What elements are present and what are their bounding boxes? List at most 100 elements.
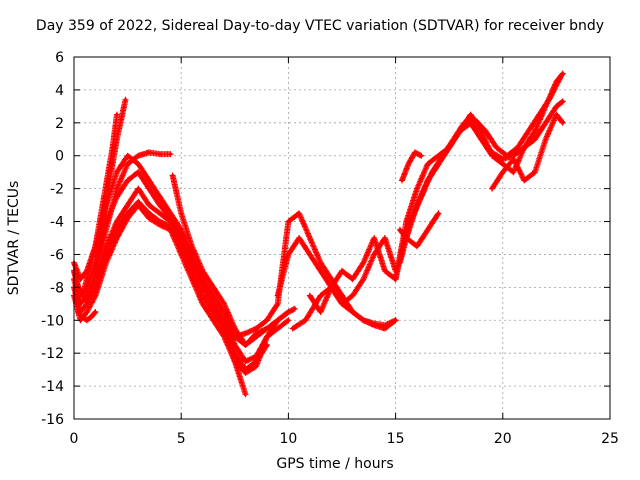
data-point [171, 173, 175, 178]
data-point [436, 211, 441, 215]
data-point [318, 293, 323, 298]
data-point [340, 269, 344, 273]
data-point [469, 112, 473, 117]
data-point [147, 187, 151, 191]
data-point [126, 154, 130, 158]
data-point [501, 170, 505, 174]
data-point [522, 178, 526, 183]
data-series [71, 70, 566, 398]
data-point [80, 293, 85, 298]
data-point [211, 285, 215, 289]
x-axis-label: GPS time / hours [276, 456, 394, 472]
data-point [537, 112, 541, 117]
data-point [561, 99, 565, 104]
data-point [286, 310, 290, 314]
data-point [522, 145, 526, 150]
y-tick-label: -2 [50, 182, 64, 198]
data-point [265, 335, 269, 339]
data-point [136, 154, 140, 158]
data-point [276, 302, 280, 306]
data-point [501, 162, 505, 166]
data-point [147, 178, 151, 183]
data-point [303, 318, 308, 322]
data-point [533, 129, 537, 133]
y-tick-label: -12 [41, 346, 64, 362]
data-point [286, 252, 290, 257]
data-point [85, 277, 89, 281]
data-point [276, 326, 280, 331]
data-point [265, 318, 269, 322]
data-point [104, 228, 108, 232]
data-point [383, 269, 387, 273]
data-point [233, 359, 237, 364]
y-tick-label: 4 [55, 83, 64, 99]
series-s6 [83, 149, 174, 304]
data-point [394, 277, 398, 281]
series-s8 [92, 96, 129, 258]
data-point [158, 203, 162, 207]
data-point [233, 326, 237, 331]
x-tick-label: 15 [387, 431, 405, 447]
data-point [544, 121, 548, 125]
data-point [436, 162, 441, 166]
x-tick-label: 20 [494, 431, 512, 447]
data-point [115, 228, 119, 232]
data-point [85, 310, 89, 314]
data-point [168, 211, 173, 215]
data-point [473, 117, 477, 122]
data-point [383, 236, 387, 240]
data-point [276, 318, 280, 322]
data-point [115, 187, 119, 191]
data-point [293, 307, 297, 311]
data-point [106, 187, 110, 191]
data-point [243, 359, 248, 364]
data-point [415, 203, 419, 207]
y-tick-label: -16 [41, 412, 64, 428]
data-point [533, 137, 537, 141]
data-point [115, 170, 119, 174]
series-s18 [396, 210, 442, 250]
series-s13 [289, 235, 399, 332]
data-point [548, 96, 552, 100]
data-point [501, 157, 505, 161]
data-point [147, 216, 151, 220]
data-point [490, 187, 494, 191]
data-point [372, 321, 376, 326]
x-tick-label: 0 [70, 431, 79, 447]
series-s20 [489, 111, 566, 192]
data-point [211, 302, 215, 306]
data-point [505, 154, 509, 158]
series-s9 [75, 309, 99, 324]
data-point [469, 121, 473, 125]
data-point [511, 154, 516, 158]
data-point [85, 298, 89, 303]
data-point [511, 157, 516, 161]
data-point [211, 318, 215, 322]
data-point [158, 223, 162, 227]
data-point [329, 285, 333, 289]
data-point [351, 310, 355, 314]
axis-ticks [73, 56, 611, 420]
series-s12 [274, 235, 399, 329]
data-point [484, 129, 488, 133]
y-tick-label: -6 [50, 247, 64, 263]
series-markers [392, 70, 566, 283]
y-axis-label: SDTVAR / TECUs [6, 180, 22, 296]
data-point [243, 343, 248, 347]
data-point [318, 261, 323, 265]
data-point [447, 145, 451, 150]
data-point [168, 228, 173, 232]
data-point [351, 293, 355, 298]
data-point [190, 244, 194, 248]
data-point [136, 162, 140, 166]
data-point [511, 170, 516, 174]
data-point [115, 236, 119, 240]
data-point [233, 335, 237, 339]
data-point [458, 129, 462, 133]
data-point [415, 244, 419, 248]
data-point [110, 162, 115, 166]
data-point [318, 310, 323, 314]
y-tick-label: -4 [50, 215, 64, 231]
data-point [136, 170, 140, 174]
data-point [126, 178, 130, 183]
